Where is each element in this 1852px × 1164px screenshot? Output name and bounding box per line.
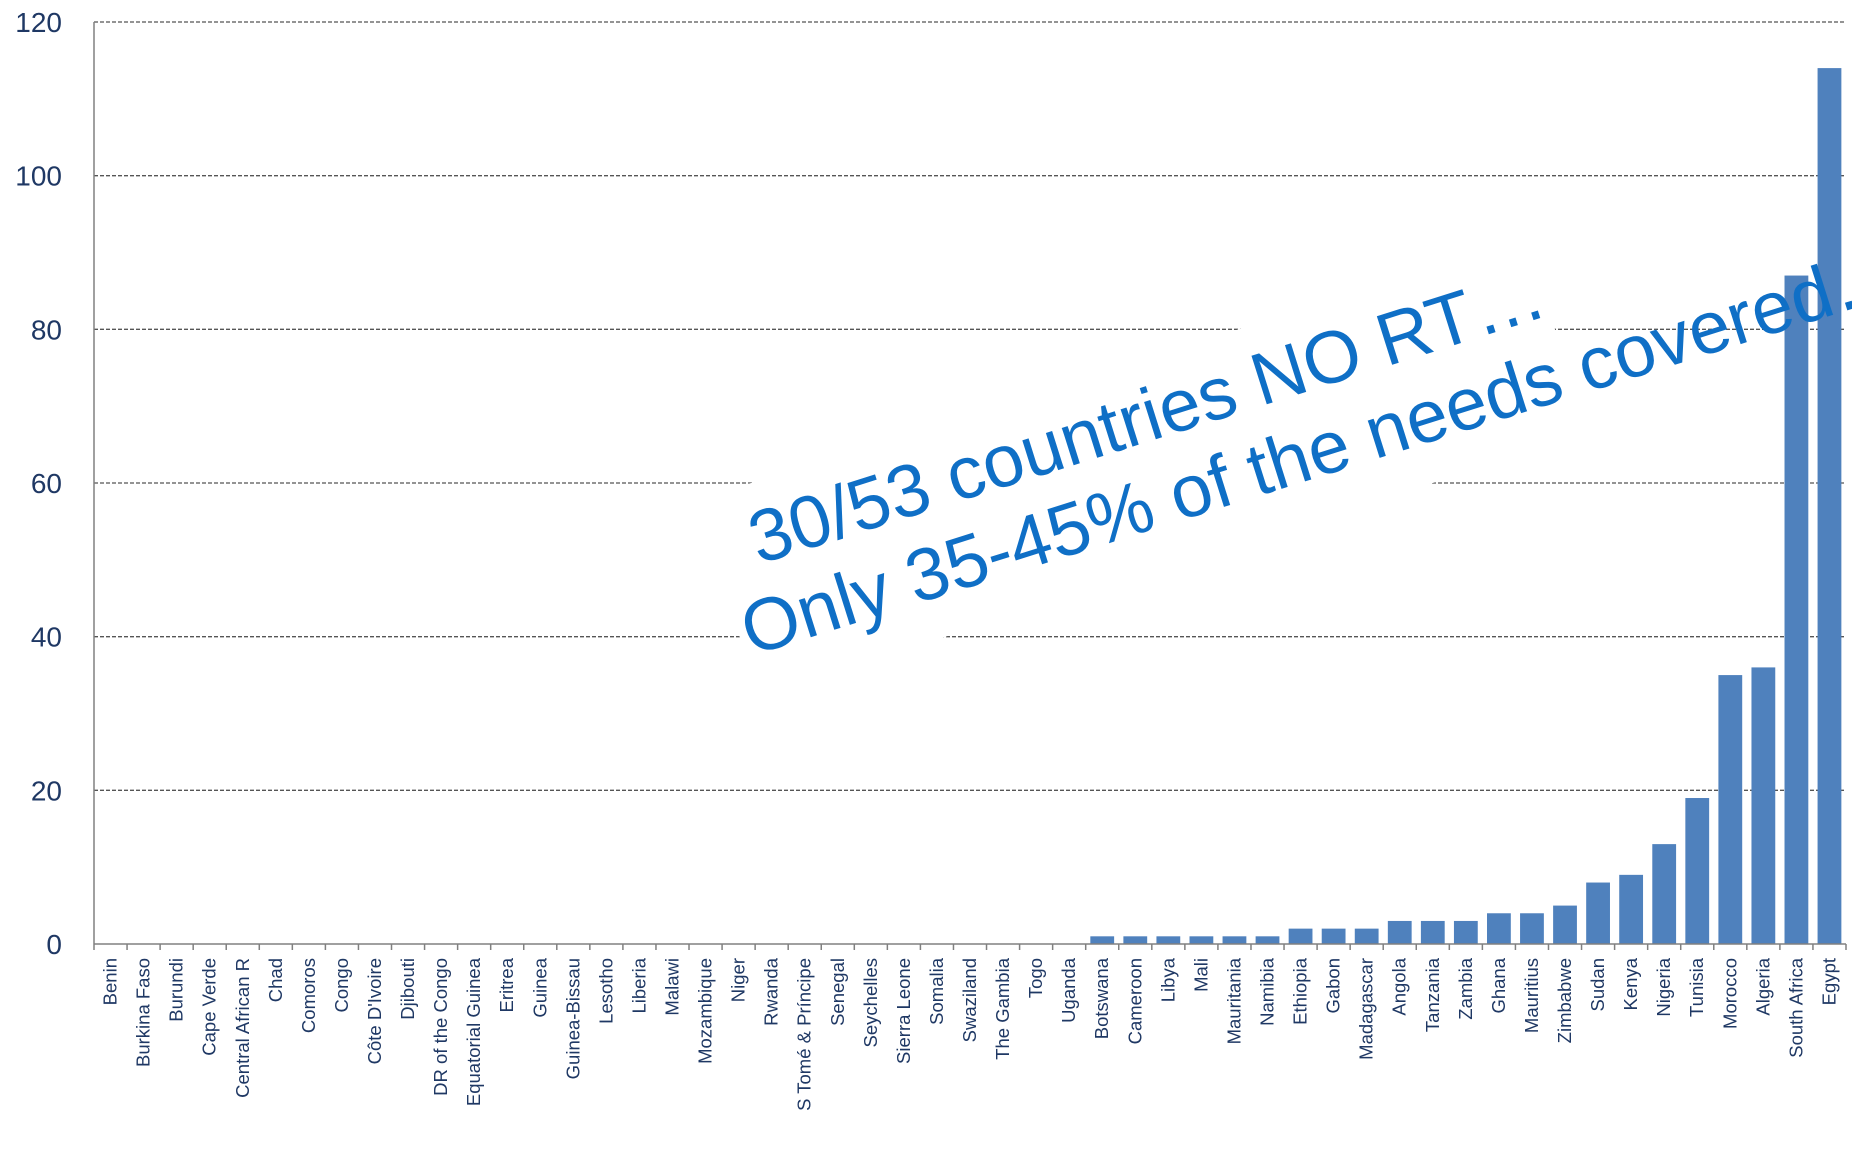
x-tick-label: Morocco [1719,958,1740,1029]
bar [1321,928,1346,944]
x-tick-label: Namibia [1257,957,1278,1026]
bar [1685,798,1710,944]
x-tick-label: Sudan [1587,958,1608,1012]
bar [1487,913,1511,944]
bar [1222,936,1247,944]
x-tick-label: S Tomé & Príncipe [794,958,815,1111]
x-tick-label: Senegal [827,958,848,1026]
x-tick-label: Central African R [232,958,253,1098]
x-tick-label: Rwanda [761,957,782,1026]
x-tick-label: Guinea-Bissau [562,958,583,1079]
y-tick-label: 0 [46,929,62,960]
x-tick-label: Angola [1389,957,1410,1015]
bar [1354,928,1379,944]
y-tick-label: 100 [15,161,62,192]
x-tick-label: Eritrea [496,957,517,1012]
y-tick-label: 80 [31,314,62,345]
y-tick-label: 40 [31,622,62,653]
x-tick-label: Mali [1190,958,1211,992]
bar [1123,936,1148,944]
bar [1652,844,1677,944]
y-tick-label: 20 [31,775,62,806]
x-tick-label: Burkina Faso [133,958,154,1067]
x-tick-label: Mauritius [1521,958,1542,1033]
x-tick-label: Zambia [1455,957,1476,1019]
y-tick-label: 60 [31,468,62,499]
x-tick-label: Mozambique [695,958,716,1064]
x-tick-label: Nigeria [1653,957,1674,1016]
axes [93,22,1846,945]
x-tick-label: Algeria [1752,957,1773,1015]
x-tick-label: Cape Verde [199,958,220,1056]
x-tick-label: Equatorial Guinea [463,957,484,1106]
x-tick-label: Niger [728,958,749,1002]
x-tick-label: Mauritania [1223,957,1244,1044]
x-tick-label: Malawi [661,958,682,1016]
bar [1553,905,1577,944]
bar [1453,920,1478,944]
x-tick-label: Benin [100,958,121,1005]
bar [1586,882,1610,944]
bar [1255,936,1280,944]
x-tick-label: South Africa [1785,957,1806,1057]
x-tick-label: Comoros [298,958,319,1033]
x-tick-label: Tanzania [1422,957,1443,1032]
y-tick-label: 120 [15,7,62,38]
annotation-group: 30/53 countries NO RT… Only 35-45% of th… [696,227,1852,696]
x-tick-label: DR of the Congo [430,958,451,1096]
x-tick-label: Libya [1157,957,1178,1002]
bar [1288,928,1313,944]
x-tick-label: Kenya [1620,957,1641,1010]
bars [1090,68,1842,945]
y-axis-ticks: 0 20 40 60 80 100 120 [15,7,62,960]
x-tick-label: Zimbabwe [1554,958,1575,1043]
x-tick-label: Swaziland [959,958,980,1042]
bar [1156,936,1181,944]
x-tick-label: Somalia [926,957,947,1025]
bar [1784,275,1809,944]
x-tick-label: Seychelles [860,958,881,1047]
bar [1751,667,1776,944]
bar [1619,874,1644,944]
x-tick-label: The Gambia [992,957,1013,1060]
x-tick-label: Guinea [529,957,550,1017]
bar [1420,920,1445,944]
x-tick-label: Egypt [1818,958,1839,1005]
x-tick-label: Congo [331,958,352,1013]
x-tick-label: Liberia [628,957,649,1013]
x-tick-label: Djibouti [397,958,418,1020]
x-tick-label: Uganda [1058,957,1079,1023]
x-tick-label: Togo [1025,958,1046,998]
bar [1520,913,1544,944]
x-tick-label: Côte D'Ivoire [364,958,385,1064]
x-tick-label: Botswana [1091,957,1112,1039]
x-axis-ticks: Benin Burkina Faso Burundi Cape Verde Centra… [93,944,1847,1111]
annotation-background [696,238,1588,696]
bar [1090,936,1115,944]
x-tick-label: Gabon [1323,958,1344,1014]
x-tick-label: Ghana [1488,957,1509,1013]
bar [1718,675,1743,944]
x-tick-label: Cameroon [1124,958,1145,1044]
bar [1387,920,1412,944]
x-tick-label: Tunisia [1686,957,1707,1017]
x-tick-label: Burundi [166,958,187,1022]
bar [1817,68,1842,945]
x-tick-label: Madagascar [1356,958,1377,1060]
x-tick-label: Sierra Leone [893,958,914,1064]
x-tick-label: Lesotho [595,958,616,1024]
x-tick-label: Chad [265,958,286,1002]
x-tick-label: Ethiopia [1290,957,1311,1025]
bar [1189,936,1214,944]
